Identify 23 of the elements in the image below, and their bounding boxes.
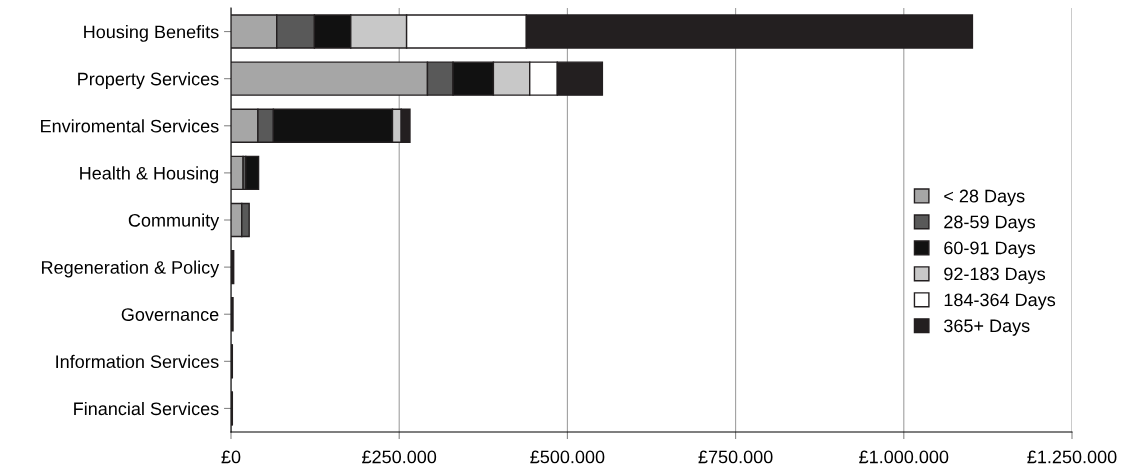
y-tick-label: Information Services (56, 354, 219, 369)
x-tick-label: £1.250.000 (1027, 450, 1117, 464)
x-tick-label: £0 (221, 450, 241, 464)
y-tick-label: Health & Housing (80, 166, 219, 184)
bar (245, 155, 260, 191)
legend-label: 365+ Days (944, 319, 1030, 336)
y-tick-label: Enviromental Services (41, 119, 219, 133)
y-tick-label: Governance (121, 308, 219, 321)
legend-label: 184-364 Days (944, 293, 1056, 310)
legend-label: 92-183 Days (944, 267, 1046, 284)
legend-label: < 28 Days (944, 189, 1025, 206)
bar (231, 297, 234, 332)
y-tick-label: Financial Services (74, 401, 219, 416)
x-tick-label: £250.000 (362, 450, 437, 464)
legend-label: 60-91 Days (944, 241, 1036, 258)
y-tick-label: Housing Benefits (84, 25, 219, 42)
legend-label: 28-59 Days (944, 215, 1036, 232)
x-tick-label: £750.000 (698, 450, 773, 464)
y-tick-label: Property Services (78, 72, 219, 89)
y-tick-label: Regeneration & Policy (42, 260, 220, 278)
x-tick-label: £1.000.000 (859, 450, 949, 464)
y-tick-label: Community (128, 213, 220, 231)
x-tick-label: £500.000 (530, 450, 605, 464)
